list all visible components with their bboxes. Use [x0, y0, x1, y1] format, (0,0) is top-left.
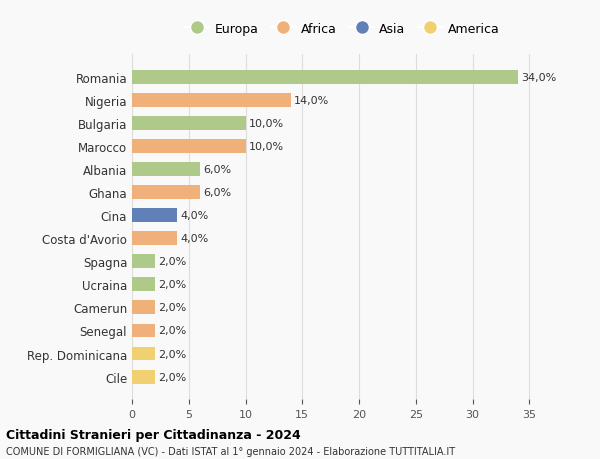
Bar [132, 255, 155, 269]
Bar [132, 347, 155, 361]
Text: 6,0%: 6,0% [203, 165, 232, 175]
Bar [132, 324, 155, 338]
Text: 10,0%: 10,0% [249, 119, 284, 129]
Bar [132, 163, 200, 177]
Text: 2,0%: 2,0% [158, 326, 187, 336]
Text: 6,0%: 6,0% [203, 188, 232, 198]
Text: Cittadini Stranieri per Cittadinanza - 2024: Cittadini Stranieri per Cittadinanza - 2… [6, 428, 301, 442]
Text: 2,0%: 2,0% [158, 372, 187, 382]
Text: 34,0%: 34,0% [521, 73, 557, 83]
Text: 4,0%: 4,0% [181, 234, 209, 244]
Text: 4,0%: 4,0% [181, 211, 209, 221]
Text: 14,0%: 14,0% [295, 95, 329, 106]
Bar [132, 278, 155, 291]
Bar [132, 370, 155, 384]
Bar [132, 117, 245, 130]
Bar [132, 71, 518, 84]
Legend: Europa, Africa, Asia, America: Europa, Africa, Asia, America [178, 17, 506, 42]
Text: 2,0%: 2,0% [158, 303, 187, 313]
Text: COMUNE DI FORMIGLIANA (VC) - Dati ISTAT al 1° gennaio 2024 - Elaborazione TUTTIT: COMUNE DI FORMIGLIANA (VC) - Dati ISTAT … [6, 447, 455, 456]
Bar [132, 186, 200, 200]
Bar [132, 94, 291, 107]
Bar [132, 209, 178, 223]
Text: 10,0%: 10,0% [249, 142, 284, 151]
Bar [132, 232, 178, 246]
Text: 2,0%: 2,0% [158, 349, 187, 359]
Text: 2,0%: 2,0% [158, 280, 187, 290]
Bar [132, 140, 245, 154]
Text: 2,0%: 2,0% [158, 257, 187, 267]
Bar [132, 301, 155, 315]
